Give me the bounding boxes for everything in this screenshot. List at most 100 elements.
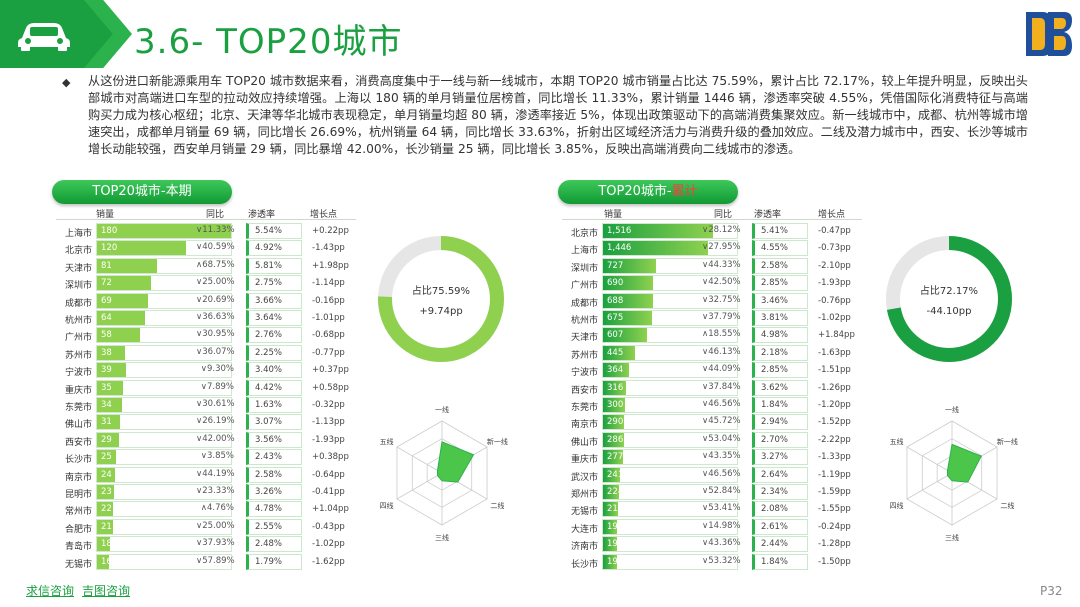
sales-bar [97,276,151,291]
radar-axis [906,446,953,474]
sales-bar [603,450,624,465]
penetration-box: 2.34% [752,484,808,500]
sales-bar-box: 688 [602,292,738,309]
growth-points: -1.93pp [312,434,345,445]
penetration-value: 2.61% [761,521,789,532]
table-row: 天津市 607 ∧18.55% 4.98% +1.84pp [562,327,872,344]
city-name: 上海市 [64,229,92,239]
sales-bar [603,398,625,412]
penetration-box: 5.81% [246,257,302,274]
penetration-value: 2.64% [761,469,789,480]
bullet-icon: ◆ [62,76,71,89]
sales-bar [97,345,126,360]
table-row: 东莞市 34 ∨30.61% 1.63% -0.32pp [56,397,366,414]
growth-points: +1.84pp [818,330,855,341]
penetration-box: 3.07% [246,414,302,431]
sales-bar-box: 22 [96,501,232,518]
yoy-value: ∨36.63% [196,312,235,322]
growth-points: +0.22pp [312,226,349,236]
penetration-value: 2.44% [761,539,789,550]
growth-points: -1.02pp [818,313,851,323]
city-name: 宁波市 [64,368,92,379]
left-donut-change: +9.74pp [419,306,463,317]
yoy-value: ∨42.00% [196,433,235,444]
radar-label: 三线 [435,533,449,542]
sales-bar-box: 25 [96,449,232,466]
sales-bar [97,485,115,499]
penetration-value: 2.55% [255,521,283,532]
city-name: 佛山市 [570,437,598,448]
city-name: 杭州市 [570,316,598,326]
sales-value: 212 [607,504,624,515]
penetration-box: 2.08% [752,501,808,518]
city-name: 上海市 [570,246,598,257]
footer-link-2[interactable]: 吉图咨询 [82,584,131,598]
growth-points: -1.51pp [818,365,851,376]
sales-bar-box: 81 [96,257,232,274]
right-donut-change: -44.10pp [926,306,972,317]
sales-bar-box: 286 [602,431,738,448]
yoy-value: ∨26.19% [196,416,235,427]
table-row: 上海市 1,446 ∨27.95% 4.55% -0.73pp [562,240,872,257]
table-row: 广州市 58 ∨30.95% 2.76% -0.68pp [56,327,366,344]
sales-value: 688 [607,295,624,306]
table-row: 青岛市 18 ∨37.93% 2.48% -1.02pp [56,536,366,553]
penetration-box: 2.58% [246,466,302,483]
growth-points: -1.02pp [312,539,345,550]
radar-label: 新一线 [487,437,508,446]
right-panel-title-text: TOP20城市- [598,184,672,199]
table-row: 重庆市 277 ∨43.35% 3.27% -1.33pp [562,449,872,466]
city-name: 西安市 [64,437,92,448]
sales-value: 38 [101,347,112,358]
penetration-value: 5.41% [761,226,789,236]
penetration-value: 5.81% [255,260,283,271]
donut-arc [378,236,504,362]
table-row: 广州市 690 ∨42.50% 2.85% -1.93pp [562,275,872,292]
table-row: 西安市 316 ∨37.84% 3.62% -1.26pp [562,379,872,397]
city-name: 长沙市 [570,559,598,570]
penetration-box: 4.92% [246,240,302,257]
growth-points: +1.98pp [312,260,349,271]
yoy-value: ∨44.19% [196,468,235,479]
table-row: 杭州市 64 ∨36.63% 3.64% -1.01pp [56,310,366,327]
sales-bar-box: 224 [602,484,738,500]
growth-points: -1.14pp [312,278,345,289]
city-name: 重庆市 [64,385,92,396]
penetration-box: 2.43% [246,449,302,466]
growth-points: -0.64pp [312,469,345,480]
sales-bar [603,502,619,517]
table-row: 佛山市 31 ∨26.19% 3.07% -1.13pp [56,414,366,431]
city-name: 苏州市 [570,350,598,361]
penetration-box: 2.58% [752,257,808,274]
yoy-value: ∧68.75% [196,259,235,270]
summary-text: 从这份进口新能源乘用车 TOP20 城市数据来看，消费高度集中于一线与新一线城市… [88,74,1028,156]
sales-bar [97,450,116,465]
yoy-value: ∨37.84% [702,381,741,392]
penetration-value: 4.98% [761,330,789,341]
header: 3.6- TOP20城市 [0,0,1080,72]
radar-axis [396,472,443,500]
sales-bar [603,537,617,552]
city-name: 宁波市 [570,368,598,379]
sales-bar-box: 72 [96,275,232,292]
sales-bar [97,519,113,534]
footer-link-1[interactable]: 求信咨询 [26,584,75,598]
yoy-value: ∨53.41% [702,503,741,514]
sales-bar-box: 34 [96,397,232,413]
sales-value: 445 [607,347,624,358]
penetration-box: 5.54% [246,223,302,239]
growth-points: -1.52pp [818,417,851,428]
yoy-value: ∨11.33% [196,225,235,235]
growth-points: +0.58pp [312,382,349,393]
penetration-value: 3.26% [255,487,283,497]
table-row: 常州市 22 ∧4.76% 4.78% +1.04pp [56,501,366,518]
radar-area [436,441,475,483]
radar-label: 一线 [945,405,959,414]
left-col-points: 增长点 [310,210,338,220]
city-name: 北京市 [64,246,92,257]
left-donut-chart [378,236,504,362]
sales-value: 72 [101,278,112,289]
radar-axis [906,472,953,500]
radar-label: 一线 [435,405,449,414]
sales-bar-box: 16 [96,553,232,570]
